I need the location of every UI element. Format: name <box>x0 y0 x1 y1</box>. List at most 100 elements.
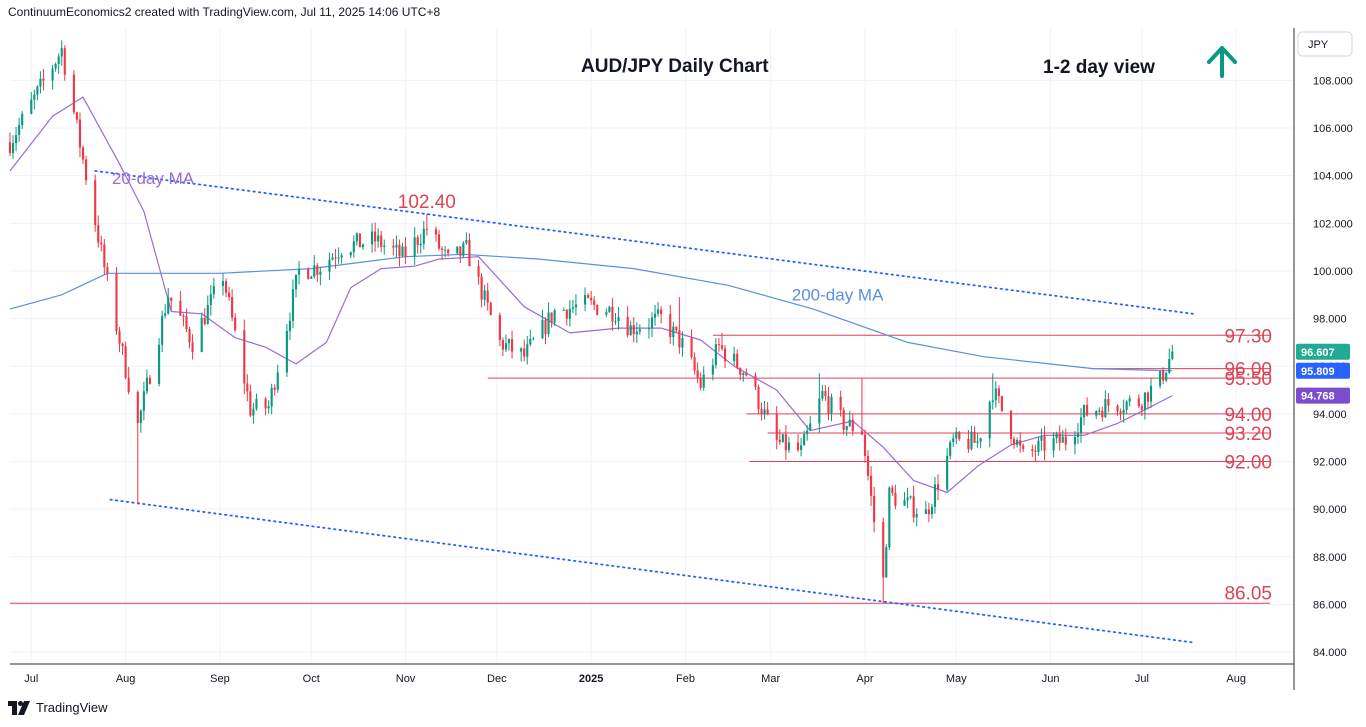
candle-body <box>711 365 714 375</box>
candle-body <box>310 276 313 279</box>
candle-body <box>650 317 654 328</box>
candle-body <box>824 390 827 397</box>
time-axis[interactable]: Jul Aug Sep Oct Nov Dec 2025 Feb Mar Apr May Jun Jul… <box>24 673 1246 685</box>
candle-body <box>568 308 571 319</box>
candle-body <box>57 56 60 64</box>
candle-body <box>11 143 15 154</box>
x-tick-label: Jun <box>1042 673 1060 685</box>
price-tag-bg <box>1296 343 1350 360</box>
y-tick-label: 92.000 <box>1313 457 1347 469</box>
candle-body <box>425 228 428 230</box>
x-tick-label: Jul <box>24 673 38 685</box>
candle-body <box>21 113 24 126</box>
candle-body <box>224 281 228 293</box>
candle-body <box>115 273 118 332</box>
candle-body <box>1146 392 1150 402</box>
candle-body <box>860 431 864 435</box>
candle-body <box>839 396 842 410</box>
currency-button[interactable] <box>1297 31 1353 57</box>
candle-body <box>909 496 912 498</box>
currency-label[interactable]: JPY <box>1308 39 1329 51</box>
candle-body <box>608 306 611 313</box>
candle-body <box>371 231 374 245</box>
candle-body <box>736 353 739 368</box>
candle-body <box>161 315 164 345</box>
candle-body <box>675 326 678 331</box>
x-tick-label: Mar <box>761 673 780 685</box>
candle-body <box>209 294 212 306</box>
candle-body <box>647 327 651 330</box>
candle-body <box>319 271 322 275</box>
candle-body <box>638 329 641 332</box>
candle-body <box>1107 399 1110 406</box>
candle-body <box>1101 410 1104 418</box>
candle-body <box>583 295 587 305</box>
candle-body <box>307 268 310 279</box>
candle-body <box>760 409 763 415</box>
x-tick-label: Apr <box>856 673 873 685</box>
candle-body <box>480 276 483 300</box>
candle-body <box>97 225 100 243</box>
candle-body <box>8 142 12 154</box>
candle-body <box>696 370 699 378</box>
candle-body <box>1122 409 1125 414</box>
candle-body <box>806 430 809 435</box>
candle-body <box>1082 404 1086 418</box>
candle-body <box>419 243 422 246</box>
candle-body <box>529 338 532 345</box>
candle-body <box>754 375 757 387</box>
candle-body <box>434 229 438 235</box>
candle-body <box>714 344 717 366</box>
candle-body <box>873 495 876 522</box>
candle-body <box>459 246 462 256</box>
candle-body <box>1037 440 1040 452</box>
candle-body <box>33 94 36 100</box>
candle-body <box>590 297 593 301</box>
candle-body <box>1013 438 1016 445</box>
candle-body <box>228 292 231 298</box>
candle-body <box>863 434 867 456</box>
candle-body <box>380 235 383 247</box>
candle-body <box>100 242 103 245</box>
candle-body <box>395 244 398 248</box>
candle-body <box>313 265 316 277</box>
candle-body <box>994 388 997 401</box>
candle-body <box>851 419 854 432</box>
candle-body <box>1125 401 1128 410</box>
candle-body <box>440 248 444 251</box>
candle-body <box>477 266 480 277</box>
trendlines <box>94 170 1195 644</box>
candle-body <box>915 513 918 518</box>
candle-body <box>787 442 790 451</box>
candle-body <box>742 373 745 375</box>
candle-body <box>276 372 279 390</box>
candle-body <box>520 348 523 352</box>
y-tick-label: 90.000 <box>1313 504 1347 516</box>
candle-body <box>605 312 608 315</box>
candle-body <box>532 338 535 340</box>
candle-body <box>1162 371 1165 381</box>
y-tick-label: 94.000 <box>1313 409 1347 421</box>
candle-body <box>164 313 167 316</box>
candle-body <box>103 244 106 268</box>
candle-body <box>693 357 696 371</box>
y-tick-label: 86.000 <box>1313 599 1347 611</box>
candle-body <box>541 319 544 339</box>
candle-body <box>221 281 225 287</box>
candle-body <box>821 390 824 399</box>
candle-body <box>967 439 970 450</box>
candle-body <box>148 377 152 384</box>
candle-body <box>702 374 705 388</box>
footer: TradingView <box>8 700 108 715</box>
candle-body <box>179 300 182 316</box>
level-label: 93.20 <box>1224 424 1272 445</box>
candle-body <box>672 326 675 338</box>
level-label: 94.00 <box>1224 405 1272 426</box>
candle-body <box>264 398 267 409</box>
candle-body <box>18 125 21 136</box>
candle-body <box>398 244 401 257</box>
candle-body <box>930 506 933 515</box>
candle-body <box>903 500 906 506</box>
candle-body <box>383 245 386 247</box>
